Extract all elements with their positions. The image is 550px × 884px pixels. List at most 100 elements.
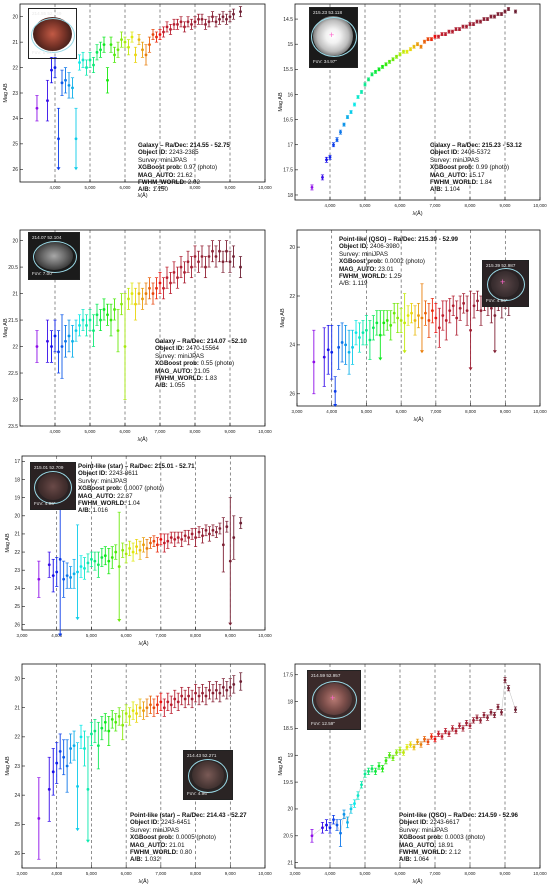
limit-arrow [74, 167, 78, 171]
point-marker [472, 718, 475, 722]
point-marker [92, 329, 95, 333]
point-marker [166, 700, 170, 704]
point-marker [388, 60, 391, 64]
point-marker [232, 536, 236, 539]
data-point [408, 47, 413, 52]
data-point [320, 822, 325, 834]
annotation-header: Point-like (star) – Ra/Dec: 214.43 - 52.… [130, 812, 247, 819]
data-point [415, 42, 420, 47]
data-point [377, 67, 381, 72]
point-marker [60, 81, 64, 85]
point-marker [207, 20, 211, 24]
data-point [455, 300, 459, 336]
data-point [337, 324, 341, 370]
y-tick-label: 26 [12, 167, 18, 173]
data-point [72, 730, 76, 761]
point-marker [353, 802, 356, 805]
data-point [200, 245, 204, 268]
point-marker [426, 740, 430, 744]
annotation-line: MAG_AUTO: 21.05 [155, 368, 247, 375]
annotation-label: A/B: [138, 186, 151, 194]
point-marker [332, 143, 335, 147]
point-marker [328, 826, 332, 830]
data-point [204, 524, 208, 537]
object-thumbnail: + 214.59 52.957 FoV: 12.59" [307, 670, 361, 730]
point-marker [211, 15, 214, 19]
point-marker [130, 35, 134, 39]
data-point [55, 557, 59, 587]
data-point [155, 695, 159, 714]
data-point [380, 64, 385, 69]
data-point [465, 295, 469, 326]
y-tick-label: 20 [289, 245, 295, 251]
annotation-line: FWHM_WORLD: 1.25 [339, 273, 458, 280]
data-point [499, 12, 504, 16]
y-tick-label: 22 [14, 735, 20, 741]
data-point [310, 828, 314, 843]
y-tick-label: 22 [12, 65, 18, 71]
point-marker [479, 20, 482, 23]
point-marker [85, 323, 88, 327]
thumbnail-fwhm: FoV: 4.96" [34, 501, 56, 506]
point-marker [346, 820, 349, 824]
y-axis-label: Mag AB [278, 756, 284, 776]
x-tick-label: 8,000 [465, 203, 477, 208]
point-marker [228, 559, 232, 563]
data-point [225, 520, 229, 533]
data-point [56, 330, 61, 374]
data-point [169, 695, 173, 714]
data-point [482, 17, 486, 21]
y-tick-label: 19.5 [283, 780, 293, 786]
data-point [72, 558, 76, 589]
data-point [232, 515, 236, 560]
data-point [479, 295, 483, 326]
x-tick-label: 10,000 [258, 871, 272, 876]
point-marker [141, 48, 144, 52]
point-marker [69, 576, 72, 579]
point-marker [134, 302, 137, 306]
point-marker [90, 732, 93, 736]
point-marker [461, 727, 465, 730]
data-point [320, 174, 325, 181]
data-point [443, 32, 448, 37]
data-point [447, 29, 451, 34]
point-marker [410, 311, 413, 315]
data-point [218, 684, 222, 703]
point-marker [172, 270, 176, 274]
data-point [109, 36, 113, 53]
data-point [175, 18, 180, 30]
chart-svg: 20 21 22 23 24 25 26 4,000 5,000 6,000 7,000 8,000 9… [3, 3, 272, 199]
data-point [328, 822, 332, 834]
data-point [133, 46, 138, 63]
data-point [148, 695, 153, 714]
data-point [187, 686, 191, 706]
point-marker [392, 311, 396, 315]
data-point [384, 62, 388, 67]
point-marker [179, 20, 183, 24]
y-tick-label: 19 [287, 753, 293, 759]
annotation-line: Survey: miniJPAS [78, 478, 195, 485]
data-point [401, 49, 406, 54]
x-tick-label: 7,000 [430, 203, 442, 208]
data-point [196, 13, 201, 25]
point-marker [402, 751, 405, 754]
point-marker [430, 37, 433, 41]
data-point [35, 330, 39, 363]
data-point [55, 742, 59, 784]
x-axis-label: λ(Å) [137, 436, 147, 443]
point-marker [475, 20, 479, 23]
thumbnail-coords: 214.59 52.957 [311, 673, 341, 678]
data-point [489, 709, 493, 716]
thumbnail-fwhm: FoV: 4.96" [486, 298, 508, 303]
point-marker [148, 43, 151, 47]
data-point [359, 781, 364, 789]
data-point [416, 302, 421, 329]
x-tick-label: 6,000 [395, 203, 407, 208]
chart-svg: 14.5 15 15.5 16 16.5 17 17.5 18 4,000 5,000 6,000 7… [278, 3, 547, 217]
data-point [408, 741, 413, 748]
data-point [331, 142, 336, 148]
thumbnail-fwhm: FoV: 34.97" [313, 59, 337, 64]
point-marker [81, 58, 85, 62]
point-marker [489, 15, 493, 18]
data-point [468, 722, 472, 729]
